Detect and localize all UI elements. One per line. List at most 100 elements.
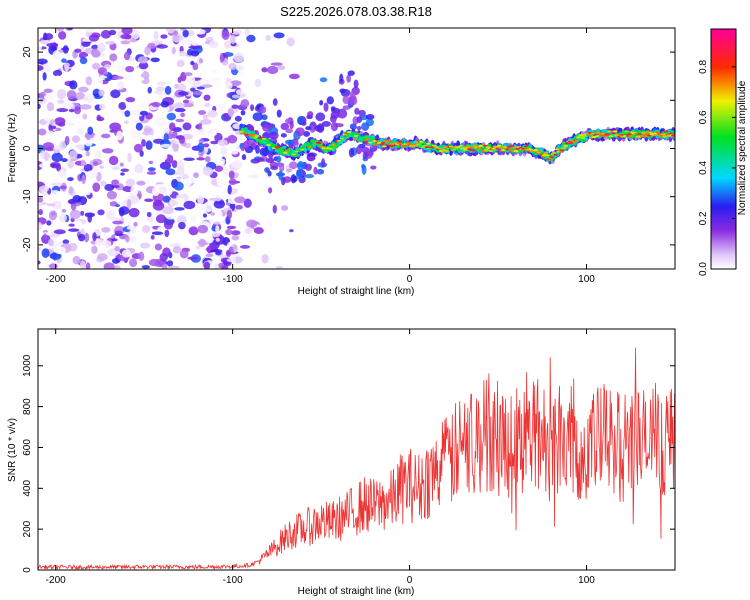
heatmap-noise-blob bbox=[240, 99, 250, 108]
heatmap-signal-cell bbox=[488, 150, 493, 152]
colorbar-label: Normalized spectral amplitude bbox=[737, 80, 748, 215]
heatmap-signal-cell bbox=[365, 138, 370, 141]
heatmap-noise-blob bbox=[110, 108, 121, 116]
heatmap-noise-blob bbox=[219, 53, 224, 64]
heatmap-signal-cell bbox=[448, 145, 454, 148]
heatmap-signal-cell bbox=[276, 145, 281, 149]
heatmap-noise-blob bbox=[53, 240, 60, 248]
heatmap-noise-blob bbox=[125, 65, 135, 73]
heatmap-noise-blob bbox=[50, 125, 57, 130]
heatmap-noise-blob bbox=[200, 118, 212, 125]
heatmap-noise-blob bbox=[234, 115, 242, 122]
heatmap-signal-cell bbox=[387, 140, 393, 143]
heatmap-noise-blob bbox=[162, 195, 171, 203]
heatmap-noise-blob bbox=[74, 92, 85, 100]
heatmap-signal-cell bbox=[662, 135, 667, 138]
heatmap-noise-blob bbox=[67, 160, 74, 169]
heatmap-noise-blob bbox=[334, 123, 344, 128]
heatmap-noise-blob bbox=[176, 59, 185, 67]
heatmap-noise-blob bbox=[147, 42, 156, 49]
heatmap-signal-cell bbox=[533, 149, 539, 152]
heatmap-noise-blob bbox=[127, 152, 132, 163]
heatmap-noise-blob bbox=[180, 28, 187, 31]
heatmap-noise-blob bbox=[80, 136, 87, 143]
heatmap-noise-blob bbox=[134, 163, 144, 174]
heatmap-noise-blob bbox=[313, 166, 318, 175]
heatmap-noise-blob bbox=[246, 219, 258, 228]
heatmap-signal-cell bbox=[291, 153, 297, 156]
heatmap-noise-blob bbox=[220, 146, 228, 156]
heatmap-y-tick-label: -20 bbox=[22, 237, 33, 252]
heatmap-noise-blob bbox=[202, 143, 210, 148]
heatmap-noise-blob bbox=[188, 226, 199, 236]
heatmap-noise-blob bbox=[178, 135, 186, 144]
heatmap-noise-blob bbox=[272, 204, 277, 214]
heatmap-signal-cell bbox=[508, 149, 513, 151]
heatmap-noise-blob bbox=[103, 71, 109, 75]
heatmap-noise-blob bbox=[278, 170, 283, 181]
heatmap-signal-cell bbox=[482, 144, 488, 147]
heatmap-noise-blob bbox=[216, 176, 226, 186]
heatmap-noise-blob bbox=[316, 168, 325, 175]
heatmap-noise-blob bbox=[168, 122, 176, 132]
heatmap-noise-blob bbox=[133, 221, 138, 227]
heatmap-signal-cell bbox=[281, 145, 287, 150]
heatmap-noise-blob bbox=[166, 216, 176, 220]
heatmap-noise-blob bbox=[266, 65, 279, 75]
heatmap-noise-blob bbox=[130, 226, 137, 234]
heatmap-signal-cell bbox=[437, 147, 442, 150]
heatmap-signal-cell bbox=[668, 132, 673, 135]
heatmap-noise-blob bbox=[58, 30, 67, 40]
heatmap-signal-cell bbox=[319, 145, 325, 148]
heatmap-signal-cell bbox=[502, 145, 507, 149]
heatmap-noise-blob bbox=[173, 181, 184, 191]
heatmap-noise-blob bbox=[160, 34, 168, 39]
heatmap-noise-blob bbox=[187, 75, 196, 84]
heatmap-signal-cell bbox=[294, 150, 299, 153]
heatmap-noise-blob bbox=[141, 265, 151, 269]
heatmap-noise-blob bbox=[218, 103, 226, 112]
heatmap-noise-blob bbox=[202, 167, 214, 176]
heatmap-noise-blob bbox=[56, 28, 65, 33]
heatmap-noise-blob bbox=[164, 229, 170, 238]
heatmap-noise-blob bbox=[321, 158, 326, 168]
heatmap-noise-blob bbox=[150, 234, 155, 240]
snr-x-ticks: -200 -100 0 100 bbox=[46, 329, 595, 586]
heatmap-noise-blob bbox=[211, 69, 216, 73]
heatmap-noise-blob bbox=[151, 231, 164, 236]
heatmap-noise-blob bbox=[231, 234, 240, 241]
heatmap-signal-cell bbox=[628, 134, 633, 137]
heatmap-signal-cell bbox=[543, 151, 549, 154]
heatmap-noise-blob bbox=[38, 128, 47, 136]
heatmap-signal-cell bbox=[321, 147, 326, 150]
heatmap-noise-blob bbox=[151, 101, 161, 108]
heatmap-noise-blob bbox=[289, 161, 298, 170]
heatmap-noise-blob bbox=[139, 110, 149, 116]
heatmap-noise-blob bbox=[347, 70, 355, 76]
heatmap-noise-blob bbox=[347, 96, 358, 106]
heatmap-noise-blob bbox=[130, 185, 139, 196]
heatmap-y-label: Frequency (Hz) bbox=[7, 114, 18, 183]
heatmap-noise-blob bbox=[225, 228, 233, 236]
heatmap-noise-blob bbox=[340, 88, 351, 97]
heatmap-noise-blob bbox=[146, 134, 154, 141]
heatmap-noise-blob bbox=[101, 227, 111, 233]
heatmap-signal-cell bbox=[353, 134, 359, 137]
heatmap-noise-blob bbox=[193, 28, 201, 35]
heatmap-noise-blob bbox=[98, 89, 105, 97]
heatmap-noise-blob bbox=[197, 142, 205, 153]
heatmap-noise-blob bbox=[118, 174, 130, 179]
heatmap-noise-blob bbox=[231, 30, 243, 35]
heatmap-noise-blob bbox=[46, 220, 52, 226]
heatmap-signal-cell bbox=[300, 148, 305, 151]
heatmap-signal-cell bbox=[352, 137, 357, 140]
heatmap-noise-blob bbox=[365, 114, 375, 120]
heatmap-signal-cell bbox=[373, 143, 379, 146]
heatmap-noise-blob bbox=[323, 102, 329, 112]
heatmap-noise-blob bbox=[265, 34, 272, 41]
heatmap-noise-blob bbox=[152, 154, 165, 160]
heatmap-signal-cell bbox=[491, 147, 496, 150]
heatmap-noise-blob bbox=[38, 209, 43, 216]
snr-y-tick-label: 1000 bbox=[22, 354, 33, 377]
heatmap-noise-blob bbox=[80, 159, 86, 167]
